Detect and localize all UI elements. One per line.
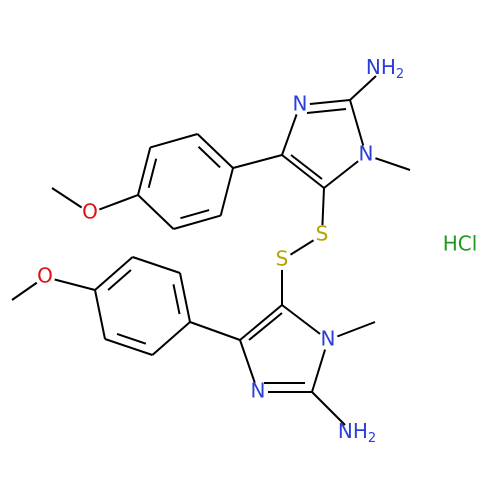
amine-subscript: 2 (396, 67, 404, 82)
amine-main: NH (366, 55, 396, 79)
bond (94, 289, 106, 340)
bond (147, 158, 158, 188)
bond (172, 284, 181, 315)
bond (150, 133, 198, 149)
bond (151, 321, 191, 356)
bond (197, 146, 221, 169)
nitrogen-label: N (293, 92, 308, 116)
bond (104, 338, 153, 356)
bond (137, 147, 152, 196)
oxygen-label: O (37, 264, 53, 288)
bond (173, 214, 221, 230)
bond (94, 256, 134, 291)
bond (196, 133, 234, 169)
bond (179, 272, 191, 323)
amine-label: NH2 (338, 419, 376, 446)
bond (137, 194, 175, 230)
sulfur-label: S (316, 222, 329, 246)
salt-label: HCl (443, 232, 478, 256)
bond (219, 167, 234, 216)
bonds (11, 75, 411, 426)
nitrogen-label: N (251, 379, 266, 403)
bond (132, 256, 181, 274)
bond (116, 332, 147, 345)
nitrogen-label: N (359, 142, 374, 166)
atom-labels: NH2 N N O S S N N NH2 O HCl (35, 55, 477, 446)
sulfur-label: S (276, 247, 289, 271)
bond (180, 209, 210, 220)
nitrogen-label: N (321, 327, 336, 351)
amine-label: NH2 (366, 55, 404, 82)
amine-subscript: 2 (368, 431, 376, 446)
amine-main: NH (338, 419, 368, 443)
oxygen-label: O (82, 200, 98, 224)
bond (107, 269, 132, 291)
